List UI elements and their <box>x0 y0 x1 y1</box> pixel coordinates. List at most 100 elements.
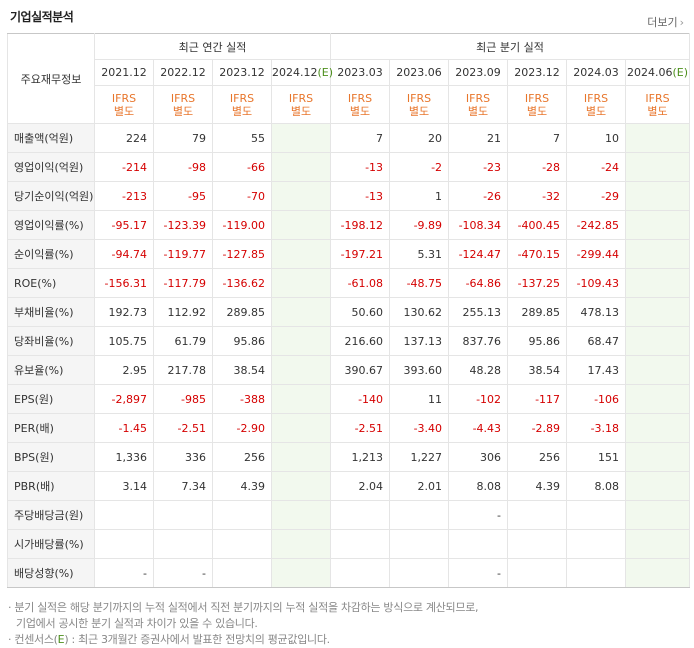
table-cell: -98 <box>153 152 213 182</box>
table-cell: 289.85 <box>212 297 272 327</box>
table-cell <box>625 297 691 327</box>
table-cell: 7 <box>330 123 391 153</box>
table-row: BPS(원) 1,336 336 256 1,213 1,227 306 256 151 <box>7 442 691 472</box>
table-cell: 48.28 <box>448 355 509 385</box>
row-label: 당기순이익(억원) <box>7 181 95 211</box>
table-cell <box>330 500 391 530</box>
table-cell: 95.86 <box>507 326 568 356</box>
table-cell: 393.60 <box>389 355 450 385</box>
table-cell: 3.14 <box>94 471 154 501</box>
row-label: EPS(원) <box>7 384 95 414</box>
table-cell <box>566 529 627 559</box>
table-cell <box>212 529 272 559</box>
more-label[interactable]: 더보기 <box>647 16 678 29</box>
table-cell <box>625 413 691 443</box>
table-cell: -13 <box>330 152 391 182</box>
table-cell <box>270 471 332 501</box>
table-cell <box>330 529 391 559</box>
table-cell <box>270 355 332 385</box>
table-cell: 224 <box>94 123 154 153</box>
footnote-2-prefix: · 컨센서스( <box>8 633 58 646</box>
row-label: 유보율(%) <box>7 355 95 385</box>
table-cell <box>625 442 691 472</box>
ifrs-label: IFRS <box>170 91 196 105</box>
period-header: 2023.06 <box>389 59 450 86</box>
ifrs-sub-label: 별도 <box>113 104 135 118</box>
ifrs-header-row: IFRS 별도 IFRS 별도 IFRS 별도 IFRS 별도 IFRS 별도 IFRS 별도 IFRS… <box>8 85 691 124</box>
period-header: 2023.09 <box>448 59 509 86</box>
table-cell: 255.13 <box>448 297 509 327</box>
table-cell: 289.85 <box>507 297 568 327</box>
table-row: 당좌비율(%) 105.75 61.79 95.86 216.60 137.13 837.7… <box>7 326 691 356</box>
table-cell: -140 <box>330 384 391 414</box>
table-cell: -64.86 <box>448 268 509 298</box>
period-header: 2022.12 <box>153 59 213 86</box>
period-header: 2023.12 <box>212 59 272 86</box>
table-cell: -117 <box>507 384 568 414</box>
table-cell: -48.75 <box>389 268 450 298</box>
ifrs-header: IFRS 별도 <box>153 85 213 124</box>
more-link[interactable]: 더보기 › <box>647 14 684 30</box>
ifrs-header: IFRS 별도 <box>625 85 691 124</box>
table-cell <box>625 268 691 298</box>
table-cell: -24 <box>566 152 627 182</box>
table-cell <box>153 529 213 559</box>
table-row: PER(배) -1.45 -2.51 -2.90 -2.51 -3.40 -4.43 -2.8… <box>7 413 691 443</box>
row-label: 주당배당금(원) <box>7 500 95 530</box>
table-cell: -108.34 <box>448 210 509 240</box>
ifrs-label: IFRS <box>583 91 609 105</box>
row-label: 매출액(억원) <box>7 123 95 153</box>
table-cell: 216.60 <box>330 326 391 356</box>
table-cell: -2.51 <box>153 413 213 443</box>
table-cell: 7.34 <box>153 471 213 501</box>
table-cell: 256 <box>507 442 568 472</box>
table-cell <box>270 500 332 530</box>
table-cell <box>270 558 332 588</box>
table-cell: -23 <box>448 152 509 182</box>
table-cell <box>94 529 154 559</box>
footnote-1: · 분기 실적은 해당 분기까지의 누적 실적에서 직전 분기까지의 누적 실적… <box>8 601 479 614</box>
table-cell: -102 <box>448 384 509 414</box>
ifrs-sub-label: 별도 <box>585 104 607 118</box>
table-cell: 10 <box>566 123 627 153</box>
period-label: 2023.12 <box>514 66 560 79</box>
table-cell: - <box>448 558 509 588</box>
period-label: 2022.12 <box>160 66 206 79</box>
table-cell <box>625 471 691 501</box>
table-cell: 11 <box>389 384 450 414</box>
quarterly-group-header: 최근 분기 실적 <box>330 33 691 60</box>
table-row: 당기순이익(억원) -213 -95 -70 -13 1 -26 -32 -29 <box>7 181 691 211</box>
footnote-2: · 컨센서스(E) : 최근 3개월간 증권사에서 발표한 전망치의 평균값입니… <box>8 632 478 648</box>
row-label: 배당성향(%) <box>7 558 95 588</box>
table-cell <box>153 500 213 530</box>
table-cell: -127.85 <box>212 239 272 269</box>
ifrs-label: IFRS <box>347 91 373 105</box>
table-cell: -470.15 <box>507 239 568 269</box>
table-cell: -3.18 <box>566 413 627 443</box>
table-cell: 1 <box>389 181 450 211</box>
table-cell: 4.39 <box>212 471 272 501</box>
table-cell: -32 <box>507 181 568 211</box>
period-label: 2023.09 <box>455 66 501 79</box>
table-cell: -123.39 <box>153 210 213 240</box>
ifrs-sub-label: 별도 <box>408 104 430 118</box>
ifrs-sub-label: 별도 <box>172 104 194 118</box>
table-cell: 217.78 <box>153 355 213 385</box>
period-label: 2023.03 <box>337 66 383 79</box>
ifrs-header: IFRS 별도 <box>507 85 568 124</box>
table-cell: -985 <box>153 384 213 414</box>
table-cell: 20 <box>389 123 450 153</box>
table-row: 주당배당금(원) - <box>7 500 691 530</box>
table-row: 순이익률(%) -94.74 -119.77 -127.85 -197.21 5.31 -1… <box>7 239 691 269</box>
table-cell <box>270 384 332 414</box>
ifrs-header: IFRS 별도 <box>389 85 450 124</box>
table-cell: -214 <box>94 152 154 182</box>
table-row: 시가배당률(%) <box>7 529 691 559</box>
table-cell: 38.54 <box>507 355 568 385</box>
table-cell <box>566 558 627 588</box>
table-cell: 256 <box>212 442 272 472</box>
table-row: ROE(%) -156.31 -117.79 -136.62 -61.08 -48.75-… <box>7 268 691 298</box>
table-cell <box>270 210 332 240</box>
ifrs-label: IFRS <box>229 91 255 105</box>
